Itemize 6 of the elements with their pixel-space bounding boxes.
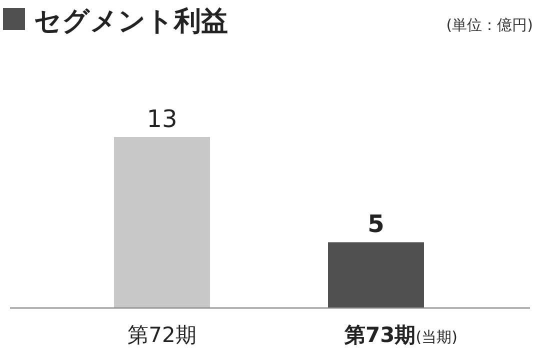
- chart-title: セグメント利益: [34, 6, 228, 37]
- text: (単位：億円): [446, 16, 533, 34]
- data-label: 5: [368, 210, 384, 238]
- data-label: 13: [146, 105, 178, 133]
- x-tick-label: 第73期(当期): [344, 323, 458, 347]
- x-tick-label: 第72期: [128, 323, 196, 347]
